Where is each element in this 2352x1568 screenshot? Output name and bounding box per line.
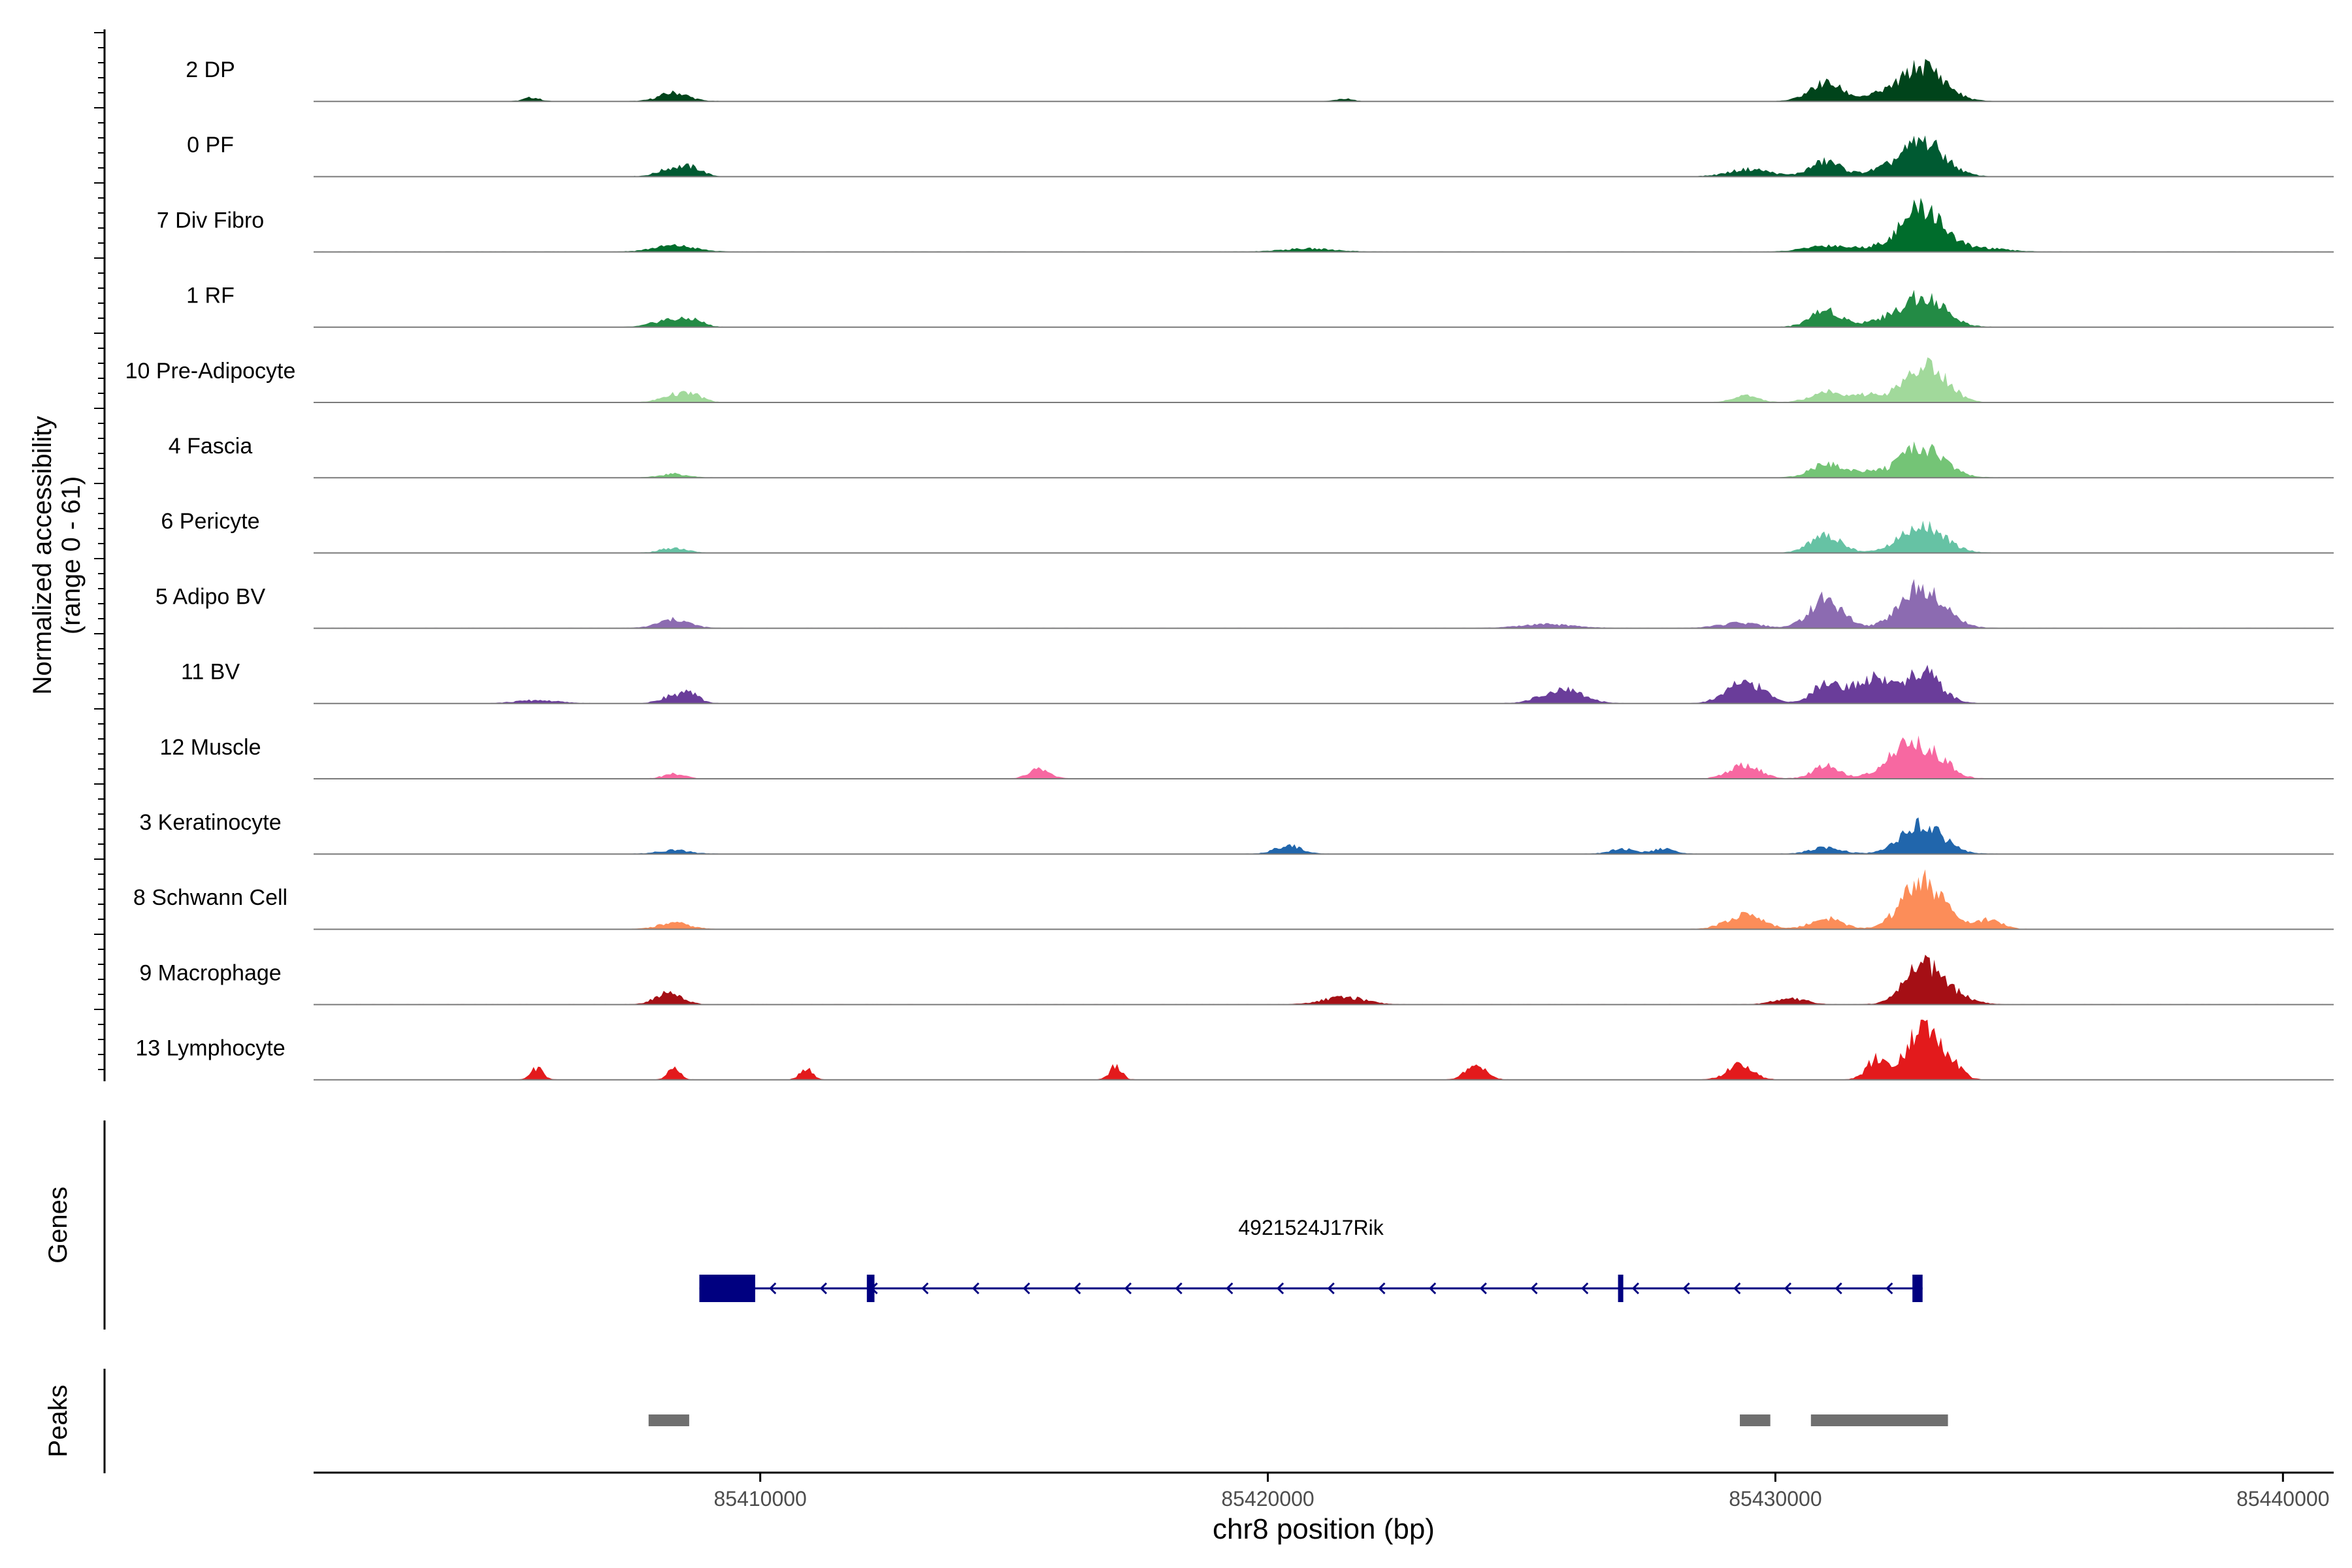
track-label: 11 BV	[181, 660, 240, 685]
coverage-area	[314, 197, 2334, 252]
coverage-area	[314, 955, 2334, 1005]
track-12: 8 Schwann Cell	[133, 869, 2334, 930]
peak-region	[1740, 1414, 1771, 1426]
gene-annotation: 4921524J17Rik	[699, 1216, 1923, 1302]
y-axis-ticks	[94, 32, 105, 1070]
coverage-area	[314, 521, 2334, 553]
peaks-panel-label: Peaks	[44, 1384, 73, 1457]
coverage-area	[314, 59, 2334, 102]
coverage-area	[314, 289, 2334, 327]
coverage-area	[314, 1019, 2334, 1080]
strand-arrow	[1124, 1282, 1132, 1295]
strand-arrow	[1784, 1282, 1792, 1295]
strand-arrow	[1835, 1282, 1842, 1295]
strand-arrow	[921, 1282, 929, 1295]
track-14: 13 Lymphocyte	[135, 1019, 2334, 1081]
gene-name: 4921524J17Rik	[1238, 1216, 1384, 1239]
gene-exon	[699, 1275, 755, 1302]
coverage-area	[314, 869, 2334, 930]
coverage-area	[314, 579, 2334, 629]
strand-arrow	[1175, 1282, 1183, 1295]
coverage-area	[314, 441, 2334, 478]
track-10: 12 Muscle	[160, 735, 2334, 779]
peak-region	[648, 1414, 689, 1426]
strand-arrow	[1886, 1282, 1893, 1295]
track-label: 8 Schwann Cell	[133, 885, 287, 910]
x-tick-label: 85410000	[713, 1487, 806, 1511]
track-1: 2 DP	[186, 57, 2334, 103]
track-11: 3 Keratinocyte	[139, 810, 2334, 855]
coverage-area	[314, 357, 2334, 402]
strand-arrow	[1276, 1282, 1284, 1295]
track-8: 5 Adipo BV	[155, 579, 2334, 629]
track-label: 6 Pericyte	[161, 509, 259, 534]
strand-arrow	[1631, 1282, 1639, 1295]
y-axis-title-line1: Normalized accessibility	[28, 416, 57, 695]
gene-exon	[1912, 1275, 1923, 1302]
y-axis-title-line2: (range 0 - 61)	[57, 476, 86, 634]
track-label: 2 DP	[186, 57, 235, 82]
strand-arrow	[819, 1282, 827, 1295]
strand-arrow	[769, 1282, 777, 1295]
track-label: 13 Lymphocyte	[135, 1036, 285, 1061]
track-label: 0 PF	[187, 133, 234, 157]
coverage-tracks: 2 DP 0 PF 7 Div Fibro 1 RF 10 Pre-Adipocyte 4…	[125, 57, 2334, 1081]
gene-exon	[866, 1275, 875, 1302]
gene-exon	[1618, 1275, 1624, 1302]
track-4: 1 RF	[186, 284, 2334, 328]
strand-arrow	[1226, 1282, 1233, 1295]
strand-arrow	[1733, 1282, 1741, 1295]
strand-arrow	[1022, 1282, 1030, 1295]
strand-arrow	[1378, 1282, 1386, 1295]
track-3: 7 Div Fibro	[157, 197, 2334, 253]
track-label: 1 RF	[186, 284, 235, 308]
track-label: 9 Macrophage	[139, 960, 281, 985]
track-13: 9 Macrophage	[139, 955, 2334, 1005]
strand-arrow	[1530, 1282, 1538, 1295]
strand-arrow	[1429, 1282, 1437, 1295]
strand-arrow	[972, 1282, 980, 1295]
x-axis-ticks: 85410000 85420000 85430000 85440000	[713, 1473, 2329, 1511]
strand-arrow	[1327, 1282, 1335, 1295]
coverage-area	[314, 817, 2334, 855]
track-7: 6 Pericyte	[161, 509, 2334, 554]
coverage-area	[314, 135, 2334, 177]
track-9: 11 BV	[181, 660, 2334, 704]
x-tick-label: 85420000	[1221, 1487, 1314, 1511]
track-label: 7 Div Fibro	[157, 208, 264, 233]
strand-arrow	[1682, 1282, 1690, 1295]
strand-arrow	[1581, 1282, 1589, 1295]
x-axis-title: chr8 position (bp)	[1213, 1513, 1435, 1545]
coverage-area	[314, 664, 2334, 704]
track-label: 10 Pre-Adipocyte	[125, 359, 296, 384]
track-label: 12 Muscle	[160, 735, 261, 760]
track-label: 4 Fascia	[169, 434, 253, 459]
coverage-area	[314, 735, 2334, 779]
track-5: 10 Pre-Adipocyte	[125, 357, 2334, 403]
track-6: 4 Fascia	[169, 434, 2334, 479]
x-tick-label: 85440000	[2236, 1487, 2329, 1511]
genes-panel-label: Genes	[44, 1186, 73, 1264]
strand-arrow	[1479, 1282, 1487, 1295]
track-label: 3 Keratinocyte	[139, 810, 281, 835]
strand-arrow	[1073, 1282, 1081, 1295]
x-tick-label: 85430000	[1729, 1487, 1821, 1511]
track-2: 0 PF	[187, 133, 2334, 178]
peak-regions	[648, 1414, 1948, 1426]
track-label: 5 Adipo BV	[155, 584, 266, 609]
peak-region	[1810, 1414, 1948, 1426]
